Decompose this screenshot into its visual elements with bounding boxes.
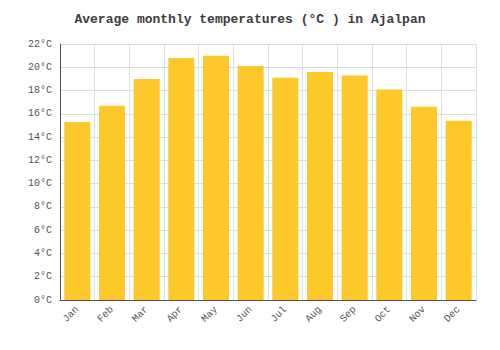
svg-text:Feb: Feb (95, 304, 115, 324)
svg-text:Aug: Aug (303, 304, 323, 324)
svg-text:Mar: Mar (130, 304, 150, 324)
svg-text:0°C: 0°C (34, 295, 52, 306)
svg-text:20°C: 20°C (28, 62, 52, 73)
svg-text:16°C: 16°C (28, 108, 52, 119)
svg-text:May: May (199, 304, 219, 324)
svg-text:Apr: Apr (165, 304, 185, 324)
svg-text:12°C: 12°C (28, 155, 52, 166)
svg-text:22°C: 22°C (28, 39, 52, 50)
svg-text:2°C: 2°C (34, 271, 52, 282)
svg-text:Sep: Sep (338, 304, 358, 324)
svg-text:8°C: 8°C (34, 201, 52, 212)
svg-text:Dec: Dec (442, 304, 462, 324)
svg-text:4°C: 4°C (34, 248, 52, 259)
svg-text:18°C: 18°C (28, 85, 52, 96)
svg-text:10°C: 10°C (28, 178, 52, 189)
svg-text:14°C: 14°C (28, 132, 52, 143)
svg-text:Average monthly temperatures (: Average monthly temperatures (°C ) in Aj… (74, 12, 425, 27)
svg-text:Jan: Jan (61, 304, 81, 324)
svg-text:Jul: Jul (269, 304, 289, 324)
svg-text:Nov: Nov (407, 304, 427, 324)
svg-text:6°C: 6°C (34, 225, 52, 236)
svg-text:Jun: Jun (234, 304, 254, 324)
svg-text:Oct: Oct (373, 304, 393, 324)
